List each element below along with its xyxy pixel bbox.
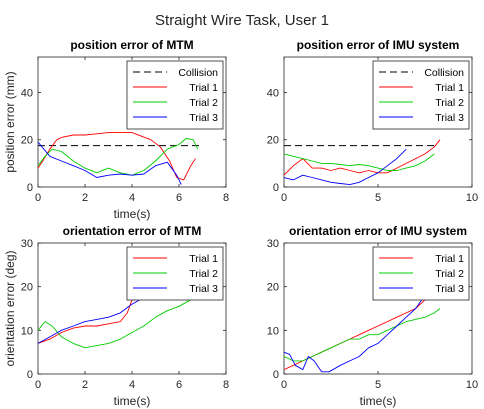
plot-3-legend-label: Trial 2 <box>189 268 218 280</box>
plot-1-series-group <box>38 132 201 185</box>
plot-1-series-trial-3 <box>38 141 182 185</box>
plot-3-xlabel: time(s) <box>114 394 151 408</box>
plot-2-ytick-label: 0 <box>273 182 279 194</box>
plot-1-xlabel: time(s) <box>114 207 151 221</box>
plot-4-legend-label: Trial 1 <box>435 253 464 265</box>
plot-3-series-trial-2 <box>38 290 199 349</box>
plot-2-legend-label: Trial 1 <box>435 82 464 94</box>
plot-1: 0 2 4 6 8 0 20 40 position error of MTM time(s) po… <box>3 38 229 221</box>
plot-4-series-group <box>284 290 441 373</box>
plot-1-ytick-label: 20 <box>21 135 33 147</box>
plot-1-xtick-label: 6 <box>176 192 182 204</box>
plot-2-series-trial-2 <box>284 153 435 171</box>
plot-3-ytick-label: 30 <box>21 238 33 250</box>
plot-2-ytick-label: 20 <box>267 135 279 147</box>
plot-2-series-trial-1 <box>284 139 441 176</box>
plot-2-xtick-label: 0 <box>281 192 287 204</box>
plot-2-xtick-label: 10 <box>466 192 478 204</box>
plot-1-xtick-label: 0 <box>35 192 41 204</box>
plot-4-ytick-label: 0 <box>273 369 279 381</box>
plot-1-xtick-label: 4 <box>129 192 135 204</box>
plot-3-ytick-label: 10 <box>21 325 33 337</box>
plot-4-legend: Trial 1 Trial 2 Trial 3 <box>372 246 470 301</box>
plot-1-series-trial-1 <box>38 132 196 181</box>
plot-2-legend-label: Trial 3 <box>435 112 464 124</box>
plot-1-legend: Collision Trial 1 Trial 2 Trial 3 <box>126 60 224 130</box>
plot-1-legend-label: Trial 3 <box>189 112 218 124</box>
plot-2-ytick-label: 40 <box>267 87 279 99</box>
plot-2-series-trial-3 <box>284 148 407 186</box>
plot-3-xtick-label: 4 <box>129 379 135 391</box>
plot-1-legend-box <box>126 60 224 130</box>
plot-1-xtick-label: 8 <box>223 192 229 204</box>
plot-3-ytick-label: 20 <box>21 282 33 294</box>
plot-3-title: orientation error of MTM <box>63 224 202 238</box>
plot-1-xtick-label: 2 <box>82 192 88 204</box>
plot-4-series-trial-2 <box>284 308 441 362</box>
plot-3-xtick-label: 6 <box>176 379 182 391</box>
plot-3-legend: Trial 1 Trial 2 Trial 3 <box>126 246 224 301</box>
plot-1-series-trial-2 <box>38 138 199 176</box>
plot-3-legend-label: Trial 3 <box>189 283 218 295</box>
plot-4-xlabel: time(s) <box>360 394 397 408</box>
plot-3: 0 2 4 6 8 0 10 20 30 orientation error of MTM time… <box>3 224 229 408</box>
plot-4-legend-label: Trial 3 <box>435 283 464 295</box>
plot-1-ytick-label: 40 <box>21 87 33 99</box>
plot-2-legend-label: Trial 2 <box>435 97 464 109</box>
plot-3-ylabel: orientation error (deg) <box>3 250 17 366</box>
plot-2-legend: Collision Trial 1 Trial 2 Trial 3 <box>372 60 470 130</box>
plot-4-ytick-label: 20 <box>267 282 279 294</box>
plot-3-legend-label: Trial 1 <box>189 253 218 265</box>
plot-4-legend-label: Trial 2 <box>435 268 464 280</box>
plot-2-legend-box <box>372 60 470 130</box>
plot-2: 0 5 10 0 20 40 position error of IMU system Col… <box>267 38 478 204</box>
plot-1-ytick-label: 0 <box>27 182 33 194</box>
plot-4-ytick-label: 10 <box>267 325 279 337</box>
figure-title: Straight Wire Task, User 1 <box>155 12 329 29</box>
plot-1-title: position error of MTM <box>70 38 193 52</box>
plot-4-ytick-label: 30 <box>267 238 279 250</box>
plot-4-xtick-label: 5 <box>375 379 381 391</box>
plot-1-legend-label: Trial 2 <box>189 97 218 109</box>
plot-3-ytick-label: 0 <box>27 369 33 381</box>
plot-1-legend-label: Collision <box>178 67 218 79</box>
plot-3-xtick-label: 8 <box>223 379 229 391</box>
plot-4-series-trial-3 <box>284 295 426 373</box>
plot-2-series-group <box>284 139 441 186</box>
plot-4-title: orientation error of IMU system <box>289 224 467 238</box>
plot-4-xtick-label: 0 <box>281 379 287 391</box>
plot-1-legend-label: Trial 1 <box>189 82 218 94</box>
plot-2-title: position error of IMU system <box>297 38 460 52</box>
plot-3-xtick-label: 0 <box>35 379 41 391</box>
plot-4-xtick-label: 10 <box>466 379 478 391</box>
plot-2-xtick-label: 5 <box>375 192 381 204</box>
plot-4: 0 5 10 0 10 20 30 orientation error of IMU syst… <box>267 224 478 408</box>
plot-2-legend-label: Collision <box>424 67 464 79</box>
plot-3-xtick-label: 2 <box>82 379 88 391</box>
plot-1-ylabel: position error (mm) <box>3 71 17 172</box>
